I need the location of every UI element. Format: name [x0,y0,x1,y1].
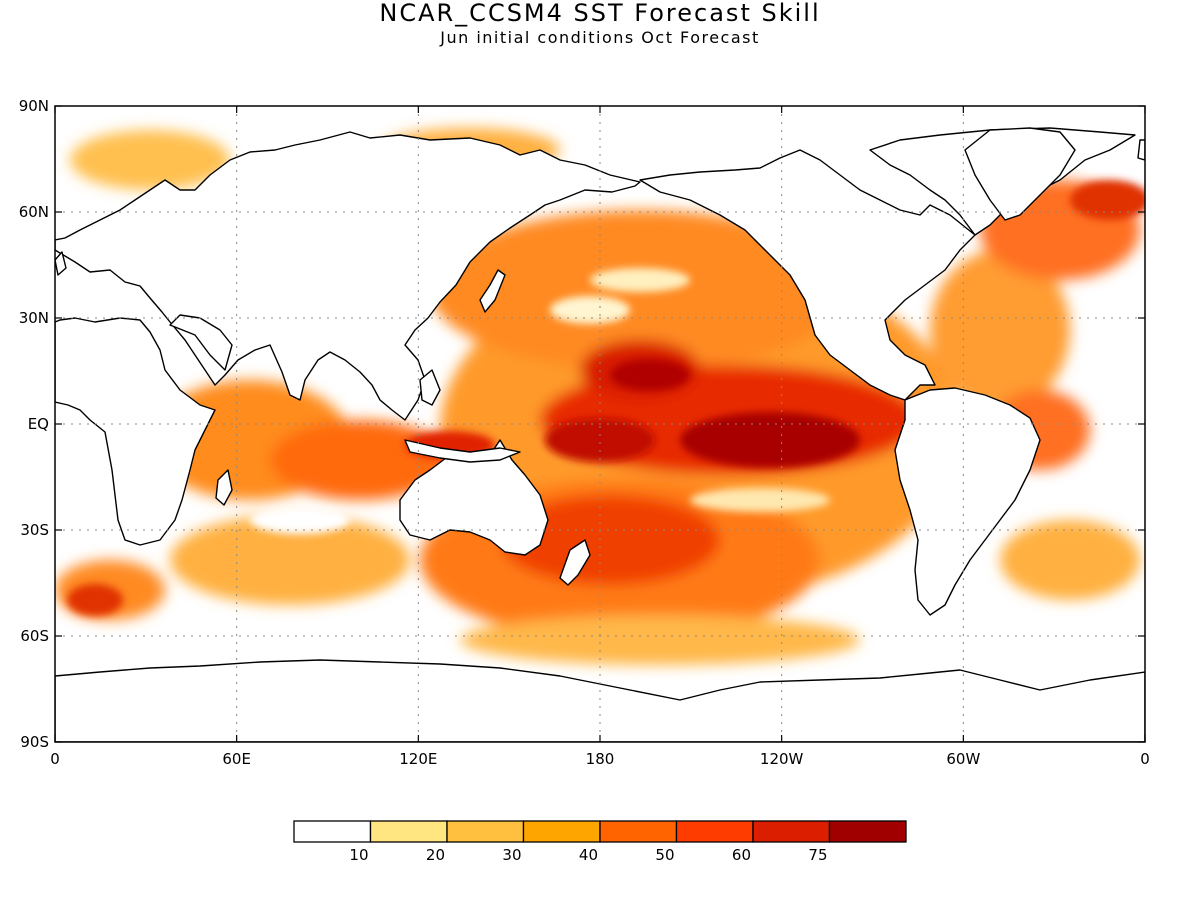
lat-tick-label: 90N [19,97,49,115]
lon-axis: 0 60E 120E 180 120W 60W 0 [50,750,1150,768]
axis-ticks [54,105,1146,743]
map-subtitle: Jun initial conditions Oct Forecast [440,28,760,47]
legend-label: 60 [732,846,751,864]
lon-tick-label: 0 [1140,750,1150,768]
legend-label: 10 [349,846,368,864]
skill-legend: 10 20 30 40 50 60 75 [293,820,907,864]
lon-tick-label: 60W [946,750,980,768]
legend-label: 20 [426,846,445,864]
lon-tick-label: 180 [586,750,615,768]
skill-shading [55,127,1145,742]
lat-tick-label: 60S [20,627,49,645]
lat-axis: 90N 60N 30N EQ 30S 60S 90S [19,97,49,751]
legend-swatch [599,820,678,843]
continent-outlines [55,127,1145,742]
lon-tick-label: 0 [50,750,60,768]
lat-tick-label: 30S [20,521,49,539]
legend-label: 40 [579,846,598,864]
lat-tick-label: 30N [19,309,49,327]
legend-swatch [369,820,448,843]
lon-tick-label: 120W [760,750,804,768]
legend-swatch [446,820,525,843]
legend-swatch [752,820,831,843]
lat-tick-label: EQ [28,415,49,433]
legend-label: 30 [502,846,521,864]
lon-tick-label: 60E [222,750,251,768]
lat-tick-label: 60N [19,203,49,221]
lon-tick-label: 120E [399,750,437,768]
legend-swatch [522,820,601,843]
map-gridlines [55,106,1145,742]
map-title: NCAR_CCSM4 SST Forecast Skill [379,0,821,27]
legend-swatch [675,820,754,843]
legend-swatch [828,820,907,843]
legend-swatch [293,820,372,843]
lat-tick-label: 90S [20,733,49,751]
legend-label: 75 [808,846,827,864]
legend-label: 50 [655,846,674,864]
